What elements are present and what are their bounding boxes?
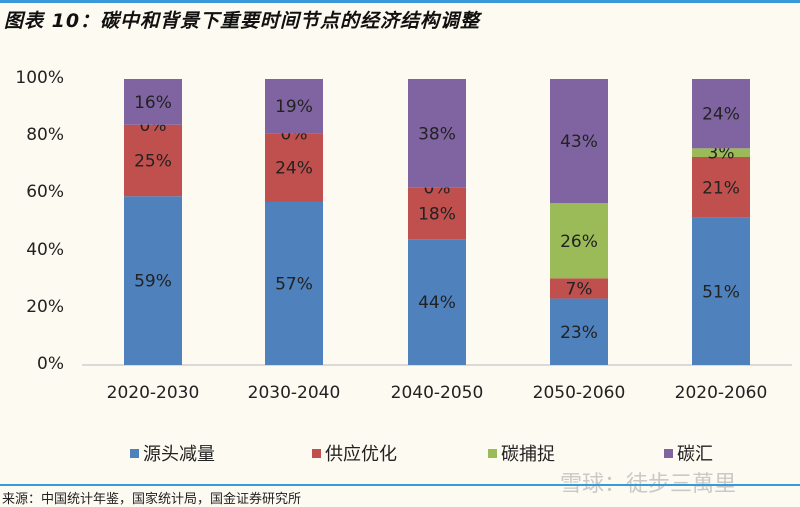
data-label: 21% (702, 178, 740, 198)
data-label: 7% (566, 279, 593, 299)
data-label: 23% (560, 323, 598, 343)
data-label: 43% (560, 132, 598, 152)
chart-title: 图表 10：碳中和背景下重要时间节点的经济结构调整 (4, 10, 481, 32)
data-label: 24% (275, 159, 313, 179)
x-tick-label: 2030-2040 (247, 383, 341, 403)
y-tick-label: 0% (37, 354, 64, 374)
data-label: 16% (134, 93, 172, 113)
bottom-rule (0, 484, 800, 486)
bar-segment (550, 298, 608, 365)
y-tick-label: 100% (15, 68, 64, 88)
legend-swatch (664, 448, 673, 458)
bar-segment (692, 157, 750, 218)
legend-item: 源头减量 (130, 440, 215, 466)
data-label: 44% (418, 293, 456, 313)
bar-segment (692, 148, 750, 157)
data-label: 38% (418, 124, 456, 144)
data-label: 59% (134, 272, 172, 292)
legend-swatch (488, 448, 497, 458)
legend-item: 碳捕捉 (488, 440, 555, 466)
bar-segment (408, 239, 466, 365)
legend-item: 碳汇 (664, 440, 713, 466)
bar-segment (550, 278, 608, 299)
legend-label: 供应优化 (325, 444, 397, 465)
bar-segment (692, 217, 750, 365)
x-tick-label: 2040-2050 (390, 383, 484, 403)
bar-segment (550, 79, 608, 204)
legend-label: 源头减量 (143, 444, 215, 465)
data-label: 25% (134, 152, 172, 172)
data-label: 57% (275, 274, 313, 294)
watermark: 雪球：徒步三萬里 (560, 472, 737, 497)
x-tick-label: 2020-2030 (106, 383, 200, 403)
data-label: 19% (275, 97, 313, 117)
y-tick-label: 40% (26, 239, 64, 260)
bar-segment (265, 79, 323, 134)
legend-swatch (130, 448, 139, 458)
x-tick-label: 2050-2060 (532, 383, 626, 403)
bar-segment (124, 124, 182, 197)
legend-label: 碳捕捉 (501, 444, 555, 465)
legend-swatch (312, 448, 321, 458)
bar-segment (124, 79, 182, 125)
y-tick-label: 80% (26, 125, 64, 146)
bar-segment (408, 79, 466, 188)
bar-segment (265, 133, 323, 202)
data-label: 24% (702, 105, 740, 125)
bar-segment (550, 203, 608, 279)
y-tick-label: 20% (26, 296, 64, 317)
bar-segment (692, 79, 750, 149)
top-rule (0, 0, 800, 3)
bar-segment (408, 187, 466, 240)
source-note: 来源：中国统计年鉴，国家统计局，国金证券研究所 (2, 492, 302, 507)
y-tick-label: 60% (26, 182, 64, 203)
legend-label: 碳汇 (677, 444, 713, 465)
data-label: 26% (560, 232, 598, 252)
legend-item: 供应优化 (312, 440, 397, 466)
x-tick-label: 2020-2060 (674, 383, 768, 403)
data-label: 51% (702, 282, 740, 302)
data-label: 3% (708, 144, 735, 164)
bar-segment (124, 196, 182, 365)
data-label: 18% (418, 204, 456, 224)
bar-segment (265, 201, 323, 365)
